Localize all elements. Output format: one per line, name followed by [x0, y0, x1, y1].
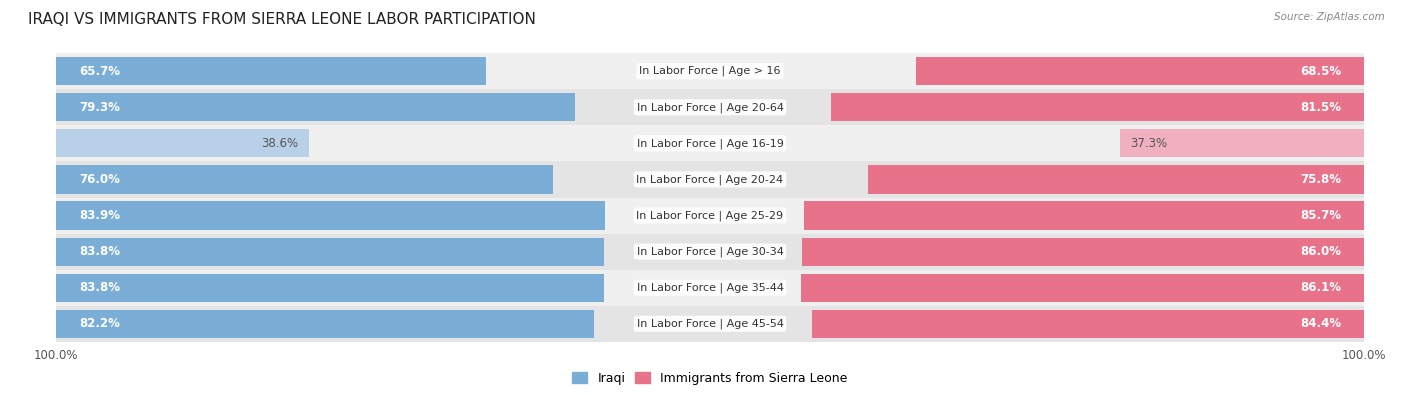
Bar — [56, 198, 1364, 233]
Text: 79.3%: 79.3% — [79, 101, 120, 114]
Text: In Labor Force | Age 30-34: In Labor Force | Age 30-34 — [637, 246, 783, 257]
Text: 86.1%: 86.1% — [1301, 281, 1341, 294]
Text: 83.8%: 83.8% — [79, 245, 120, 258]
Bar — [869, 166, 1364, 194]
Bar — [56, 125, 1364, 162]
Bar — [813, 310, 1364, 338]
Text: 86.0%: 86.0% — [1301, 245, 1341, 258]
Bar — [56, 166, 553, 194]
Bar — [915, 57, 1364, 85]
Text: 84.4%: 84.4% — [1299, 317, 1341, 330]
Bar — [56, 162, 1364, 198]
Bar — [56, 57, 486, 85]
Text: 38.6%: 38.6% — [262, 137, 299, 150]
Text: 68.5%: 68.5% — [1299, 65, 1341, 78]
Bar — [801, 274, 1364, 302]
Bar — [56, 237, 605, 266]
Bar — [56, 93, 575, 121]
Bar — [56, 233, 1364, 270]
Text: 37.3%: 37.3% — [1130, 137, 1167, 150]
Text: In Labor Force | Age 35-44: In Labor Force | Age 35-44 — [637, 282, 783, 293]
Bar — [56, 129, 308, 158]
Text: 81.5%: 81.5% — [1301, 101, 1341, 114]
Bar — [56, 306, 1364, 342]
Text: 82.2%: 82.2% — [79, 317, 120, 330]
Text: 75.8%: 75.8% — [1301, 173, 1341, 186]
Legend: Iraqi, Immigrants from Sierra Leone: Iraqi, Immigrants from Sierra Leone — [568, 367, 852, 390]
Text: IRAQI VS IMMIGRANTS FROM SIERRA LEONE LABOR PARTICIPATION: IRAQI VS IMMIGRANTS FROM SIERRA LEONE LA… — [28, 12, 536, 27]
Bar — [56, 89, 1364, 125]
Text: 85.7%: 85.7% — [1301, 209, 1341, 222]
Text: In Labor Force | Age > 16: In Labor Force | Age > 16 — [640, 66, 780, 77]
Bar — [56, 274, 605, 302]
Text: 65.7%: 65.7% — [79, 65, 120, 78]
Text: 83.8%: 83.8% — [79, 281, 120, 294]
Text: In Labor Force | Age 16-19: In Labor Force | Age 16-19 — [637, 138, 783, 149]
Text: 83.9%: 83.9% — [79, 209, 120, 222]
Bar — [803, 201, 1364, 229]
Bar — [831, 93, 1364, 121]
Bar — [56, 310, 593, 338]
Text: In Labor Force | Age 45-54: In Labor Force | Age 45-54 — [637, 318, 783, 329]
Bar — [1121, 129, 1364, 158]
Bar — [56, 201, 605, 229]
Text: In Labor Force | Age 25-29: In Labor Force | Age 25-29 — [637, 210, 783, 221]
Bar — [56, 53, 1364, 89]
Text: In Labor Force | Age 20-64: In Labor Force | Age 20-64 — [637, 102, 783, 113]
Text: 76.0%: 76.0% — [79, 173, 120, 186]
Bar — [801, 237, 1364, 266]
Bar — [56, 270, 1364, 306]
Text: In Labor Force | Age 20-24: In Labor Force | Age 20-24 — [637, 174, 783, 185]
Text: Source: ZipAtlas.com: Source: ZipAtlas.com — [1274, 12, 1385, 22]
